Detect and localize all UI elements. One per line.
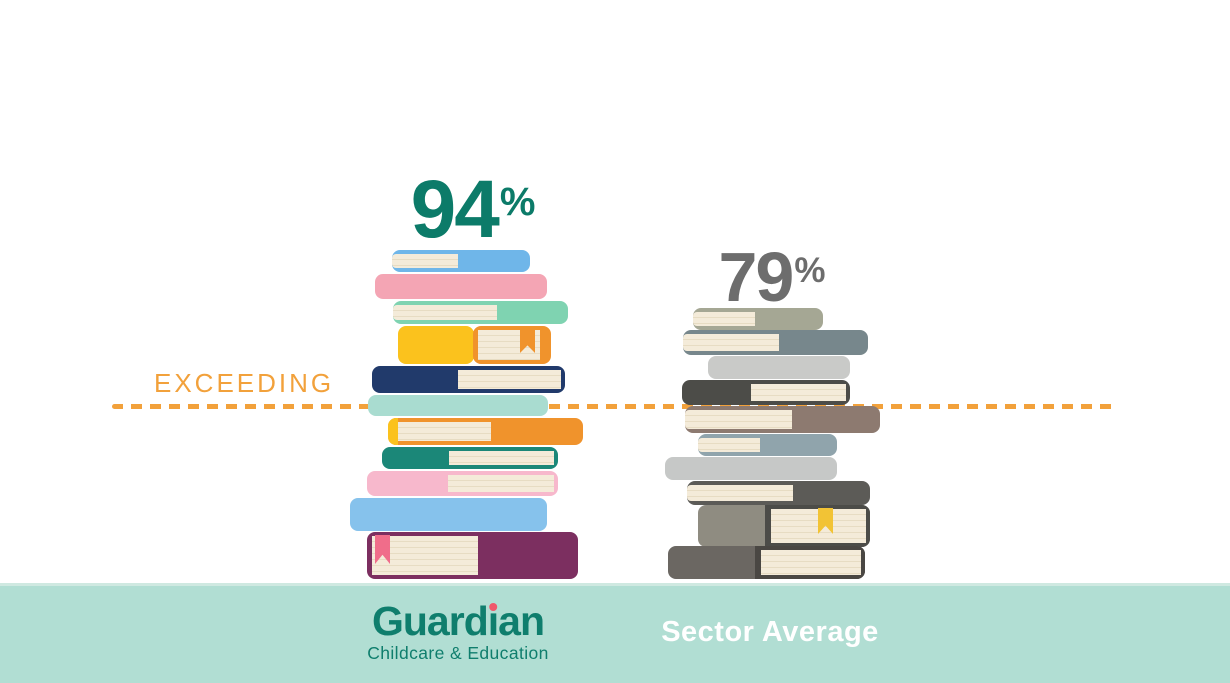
book	[698, 505, 870, 547]
guardian-value: 94 %	[410, 164, 536, 255]
sector-value: 79 %	[718, 238, 826, 316]
sector-average-label: Sector Average	[661, 616, 879, 648]
guardian-logo-subtitle: Childcare & Education	[367, 643, 549, 663]
book	[382, 447, 558, 469]
book	[372, 366, 565, 393]
wordmark-i-dot	[488, 603, 497, 611]
book-pages	[687, 485, 793, 501]
book-pages	[458, 370, 561, 389]
book-pages	[751, 384, 846, 401]
guardian-logo: Guardı an Childcare & Education	[367, 601, 549, 664]
book-pages	[392, 254, 458, 268]
guardian-value-number: 94	[410, 164, 500, 255]
book	[398, 326, 474, 364]
book	[683, 330, 868, 355]
wordmark-letter-i: ı	[487, 598, 499, 644]
bookmark-ribbon-icon	[375, 535, 390, 564]
guardian-wordmark: Guardı an	[371, 598, 545, 644]
book	[685, 406, 880, 433]
book	[687, 481, 870, 505]
bookmark-ribbon-icon	[818, 508, 833, 534]
book-page-frame	[755, 546, 865, 579]
footer-band: Guardı an Childcare & Education Sector Av…	[0, 583, 1230, 683]
book	[682, 380, 850, 405]
threshold-label: EXCEEDING	[154, 368, 335, 398]
book	[388, 418, 583, 445]
book-pages	[388, 422, 491, 441]
sector-value-number: 79	[718, 238, 795, 316]
book-pages	[683, 334, 779, 351]
book-spine-strip	[388, 418, 398, 445]
bookmark-ribbon-icon	[520, 329, 535, 353]
book	[350, 498, 547, 531]
book	[367, 532, 578, 579]
threshold-dashed-line	[112, 404, 1118, 409]
book-pages	[372, 536, 478, 575]
sector-value-unit: %	[794, 251, 826, 290]
book	[665, 457, 837, 480]
book-pages	[771, 509, 866, 543]
book-pages	[698, 438, 760, 452]
book	[367, 471, 558, 496]
book-pages	[685, 410, 792, 429]
book-page-frame	[765, 505, 870, 547]
book	[698, 434, 837, 456]
book-pages	[761, 550, 861, 575]
book	[668, 546, 865, 579]
book	[375, 274, 547, 299]
guardian-value-unit: %	[499, 180, 536, 224]
book	[708, 356, 850, 379]
book-pages	[449, 451, 554, 465]
book	[473, 326, 551, 364]
book-pages	[448, 475, 554, 492]
book	[393, 301, 568, 324]
book-pages	[478, 330, 540, 360]
book-pages	[393, 305, 497, 320]
